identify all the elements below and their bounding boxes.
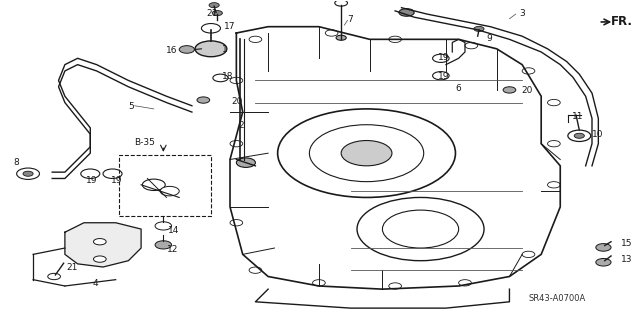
Text: 7: 7	[348, 15, 353, 24]
Circle shape	[155, 222, 172, 230]
Text: 12: 12	[166, 245, 178, 254]
Circle shape	[197, 97, 210, 103]
Circle shape	[433, 54, 449, 63]
Circle shape	[230, 219, 243, 226]
Circle shape	[596, 244, 611, 251]
Circle shape	[160, 186, 179, 196]
Text: FR.: FR.	[611, 15, 633, 28]
Circle shape	[568, 130, 591, 141]
Circle shape	[209, 3, 220, 8]
Text: 21: 21	[206, 9, 218, 18]
Circle shape	[548, 100, 560, 106]
Circle shape	[23, 171, 33, 176]
Text: 17: 17	[223, 22, 235, 31]
Circle shape	[503, 87, 516, 93]
Circle shape	[312, 280, 325, 286]
Circle shape	[103, 169, 122, 178]
Text: B-35: B-35	[134, 137, 155, 147]
Circle shape	[596, 258, 611, 266]
Text: 18: 18	[222, 72, 234, 81]
Circle shape	[236, 158, 255, 167]
Circle shape	[522, 251, 535, 257]
Circle shape	[230, 77, 243, 84]
Circle shape	[399, 9, 414, 16]
Text: 16: 16	[166, 46, 178, 55]
Circle shape	[230, 141, 243, 147]
Text: 19: 19	[438, 53, 449, 62]
Text: 19: 19	[438, 72, 449, 81]
Text: 11: 11	[572, 112, 583, 121]
Circle shape	[81, 169, 100, 178]
Text: 9: 9	[486, 34, 492, 43]
Circle shape	[388, 36, 401, 42]
Text: 14: 14	[168, 226, 179, 235]
Text: 6: 6	[456, 85, 461, 93]
Circle shape	[249, 36, 262, 42]
Circle shape	[548, 141, 560, 147]
Circle shape	[155, 241, 172, 249]
Circle shape	[522, 68, 535, 74]
Circle shape	[336, 35, 346, 40]
Circle shape	[179, 46, 195, 53]
Circle shape	[433, 71, 449, 80]
Text: 19: 19	[111, 176, 122, 185]
Text: 20: 20	[521, 86, 532, 95]
Text: 20: 20	[231, 97, 243, 106]
Text: 2: 2	[238, 121, 244, 130]
Text: 19: 19	[86, 176, 97, 185]
Circle shape	[388, 283, 401, 289]
Text: 15: 15	[621, 240, 632, 249]
Circle shape	[474, 26, 484, 32]
Text: 3: 3	[519, 9, 525, 18]
Circle shape	[465, 42, 477, 49]
Text: 1: 1	[222, 45, 228, 54]
Text: 4: 4	[93, 279, 98, 288]
Bar	[119, 155, 211, 216]
Circle shape	[325, 30, 338, 36]
Text: 21: 21	[67, 263, 78, 272]
Circle shape	[93, 239, 106, 245]
Circle shape	[17, 168, 40, 179]
Circle shape	[212, 11, 222, 16]
Circle shape	[195, 41, 227, 57]
Text: 13: 13	[621, 255, 632, 264]
Text: 10: 10	[592, 130, 604, 139]
Text: 8: 8	[13, 158, 19, 167]
Circle shape	[548, 182, 560, 188]
Circle shape	[93, 256, 106, 262]
Circle shape	[459, 280, 471, 286]
Circle shape	[249, 267, 262, 273]
Circle shape	[574, 133, 584, 138]
Circle shape	[142, 179, 165, 190]
Text: 5: 5	[129, 102, 134, 111]
Text: SR43-A0700A: SR43-A0700A	[529, 294, 586, 303]
Circle shape	[213, 74, 228, 82]
Circle shape	[341, 141, 392, 166]
Polygon shape	[65, 223, 141, 267]
